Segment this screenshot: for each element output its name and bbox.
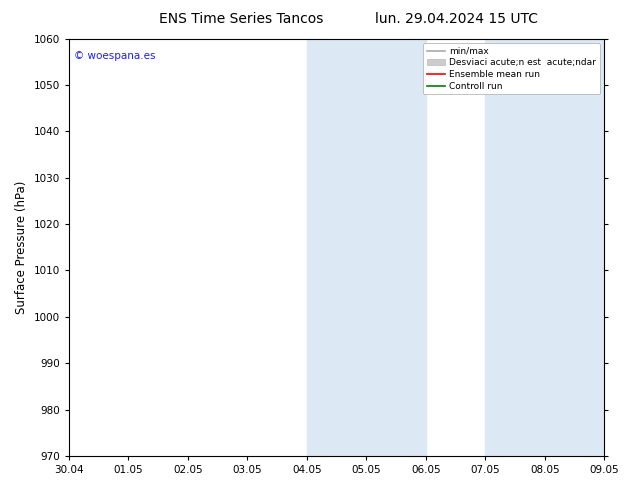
Text: © woespana.es: © woespana.es [74, 51, 156, 61]
Y-axis label: Surface Pressure (hPa): Surface Pressure (hPa) [15, 181, 28, 314]
Bar [545, 39, 604, 456]
Text: lun. 29.04.2024 15 UTC: lun. 29.04.2024 15 UTC [375, 12, 538, 26]
Legend: min/max, Desviaci acute;n est  acute;ndar, Ensemble mean run, Controll run: min/max, Desviaci acute;n est acute;ndar… [423, 43, 600, 95]
Text: ENS Time Series Tancos: ENS Time Series Tancos [158, 12, 323, 26]
Bar [485, 39, 545, 456]
Bar [307, 39, 366, 456]
Bar [366, 39, 426, 456]
